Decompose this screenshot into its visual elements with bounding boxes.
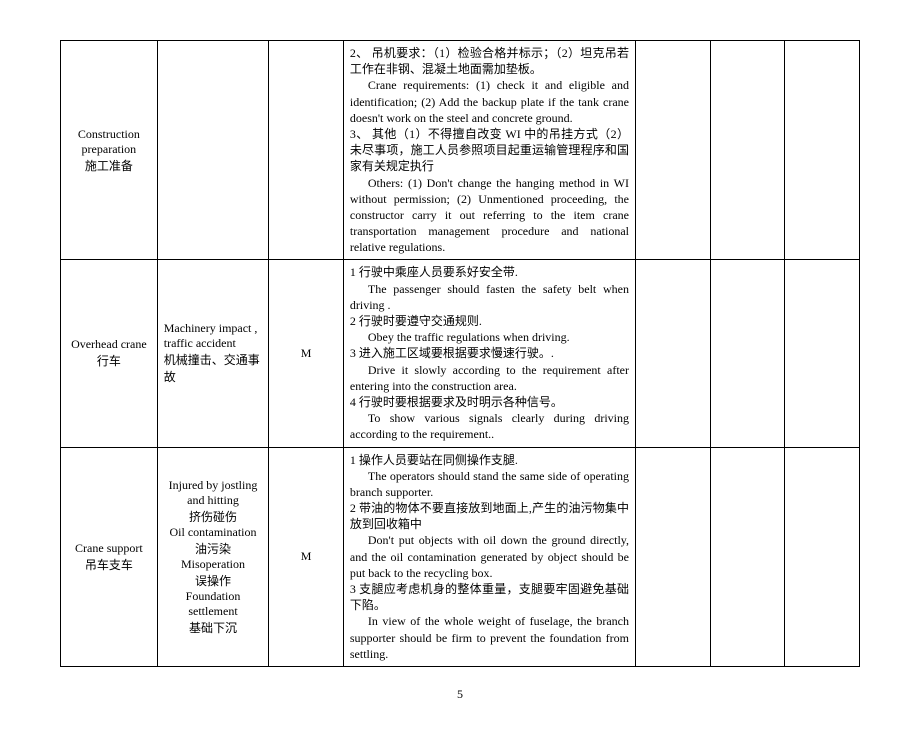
empty-cell — [636, 41, 711, 260]
measures-cell: 1 行驶中乘座人员要系好安全带.The passenger should fas… — [343, 260, 635, 447]
empty-cell — [710, 447, 785, 666]
risk-level-cell: M — [269, 260, 344, 447]
measures-cell: 2、 吊机要求：（1）检验合格并标示；（2）坦克吊若工作在非钢、混凝土地面需加垫… — [343, 41, 635, 260]
empty-cell — [785, 447, 860, 666]
table-row: Overhead crane行车Machinery impact , traff… — [61, 260, 860, 447]
activity-cell: Crane support吊车支车 — [61, 447, 158, 666]
table-row: Crane support吊车支车Injured by jostling and… — [61, 447, 860, 666]
risk-table: Construction preparation施工准备 2、 吊机要求：（1）检… — [60, 40, 860, 667]
hazard-cell — [157, 41, 269, 260]
risk-level-cell: M — [269, 447, 344, 666]
activity-cell: Construction preparation施工准备 — [61, 41, 158, 260]
empty-cell — [710, 260, 785, 447]
empty-cell — [785, 260, 860, 447]
page-number: 5 — [60, 687, 860, 702]
table-row: Construction preparation施工准备 2、 吊机要求：（1）检… — [61, 41, 860, 260]
empty-cell — [710, 41, 785, 260]
empty-cell — [636, 447, 711, 666]
activity-cell: Overhead crane行车 — [61, 260, 158, 447]
hazard-cell: Injured by jostling and hitting挤伤碰伤Oil c… — [157, 447, 269, 666]
hazard-cell: Machinery impact , traffic accident机械撞击、… — [157, 260, 269, 447]
measures-cell: 1 操作人员要站在同侧操作支腿.The operators should sta… — [343, 447, 635, 666]
empty-cell — [785, 41, 860, 260]
empty-cell — [636, 260, 711, 447]
risk-level-cell — [269, 41, 344, 260]
